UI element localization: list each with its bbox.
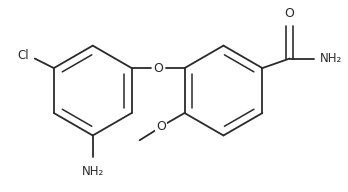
Text: O: O bbox=[153, 62, 163, 74]
Text: Cl: Cl bbox=[18, 49, 29, 62]
Text: NH₂: NH₂ bbox=[319, 52, 342, 65]
Text: NH₂: NH₂ bbox=[82, 166, 104, 178]
Text: O: O bbox=[157, 120, 166, 133]
Text: O: O bbox=[285, 7, 294, 20]
